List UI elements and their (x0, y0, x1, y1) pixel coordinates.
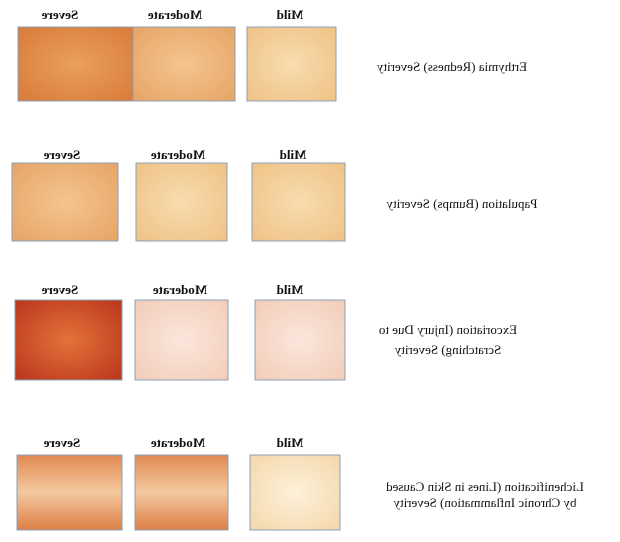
category-description: Lichenification (Lines in Skin Caused (386, 479, 584, 494)
category-description: Excoriation (Injury Due to (379, 322, 517, 337)
skin-photo (16, 454, 123, 531)
skin-photo (254, 299, 346, 381)
severity-label: Mild (279, 147, 306, 162)
severity-label: Moderate (151, 147, 205, 162)
skin-photo (14, 299, 123, 381)
severity-label: Moderate (148, 7, 202, 22)
category-description: Papulation (Bumps) Severity (386, 196, 537, 211)
category-description: by Chronic Inflammation) Severity (393, 495, 577, 510)
category-description: Erthymia (Redness) Severity (376, 59, 527, 74)
severity-label: Mild (276, 7, 303, 22)
severity-label: Moderate (151, 435, 205, 450)
skin-photo (134, 299, 229, 381)
severity-label: Severe (41, 282, 78, 297)
skin-photo (251, 162, 346, 242)
severity-label: Severe (41, 7, 78, 22)
skin-photo (246, 26, 337, 102)
skin-photo (17, 26, 135, 102)
severity-label: Severe (43, 147, 80, 162)
severity-label: Severe (43, 435, 80, 450)
severity-label: Mild (276, 282, 303, 297)
skin-photo (134, 454, 229, 531)
severity-label: Mild (276, 435, 303, 450)
severity-label: Moderate (153, 282, 207, 297)
category-description: Scratching) Severity (394, 342, 501, 357)
skin-photo (11, 162, 119, 242)
skin-photo (249, 454, 341, 531)
skin-photo (135, 162, 228, 242)
skin-photo (132, 26, 236, 102)
